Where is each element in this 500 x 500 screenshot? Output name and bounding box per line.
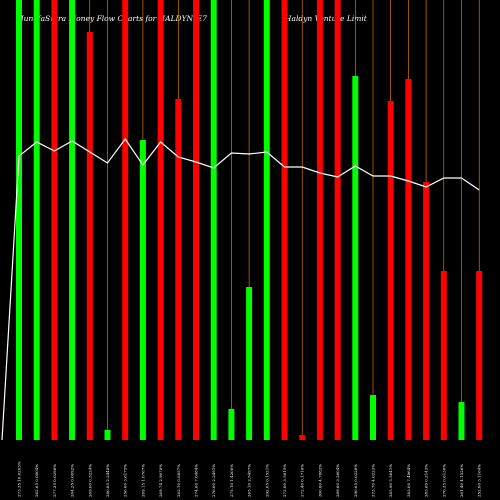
bar-23 <box>423 182 430 440</box>
x-label-25: 261.40 4.1526% <box>459 464 464 497</box>
bar-18 <box>334 0 341 440</box>
x-label-1: 262.65 0.0004% <box>34 464 39 497</box>
x-label-23: 283.60 0.2143% <box>424 464 429 497</box>
bar-13 <box>246 287 253 440</box>
bar-11 <box>210 0 217 440</box>
x-label-10: 274.00 7.0484% <box>194 464 199 497</box>
x-label-8: 269.74 2.9078% <box>158 464 163 497</box>
bar-21 <box>387 101 394 440</box>
bars <box>16 0 483 440</box>
x-label-11: 276.00 2.2491% <box>211 464 216 497</box>
x-label-19: 290.65 0.0228% <box>353 464 358 497</box>
x-label-17: 300.00 4.7882% <box>317 464 322 497</box>
bar-1 <box>33 0 40 440</box>
x-label-20: 273.70 4.0223% <box>371 464 376 497</box>
bar-26 <box>476 271 483 440</box>
money-flow-polyline <box>1 137 480 441</box>
chart-title-right: (Haldyn Venture Limit <box>282 14 368 23</box>
chart-title-left: MunafaSutra Money Flow Charts for HALDYN… <box>15 14 207 23</box>
x-label-22: 283.00 7.4964% <box>406 464 411 497</box>
bar-25 <box>458 402 465 440</box>
bar-14 <box>263 0 270 440</box>
x-label-2: 277.35 0.0298% <box>52 464 57 497</box>
bar-17 <box>316 0 323 440</box>
bar-5 <box>104 430 111 440</box>
x-label-12: 275.10 1.4200% <box>229 464 234 497</box>
bar-4 <box>86 32 93 440</box>
x-label-7: 269.15 1.0767% <box>140 464 145 497</box>
x-label-5: 280.85 2.2448% <box>105 464 110 497</box>
bar-19 <box>352 76 359 440</box>
bar-12 <box>228 409 235 440</box>
bar-6 <box>122 0 129 440</box>
bar-16 <box>299 435 306 440</box>
x-label-0: 273.35 10.6205% <box>17 461 22 497</box>
x-label-15: 272.00 3.5815% <box>282 464 287 497</box>
bar-15 <box>281 0 288 440</box>
x-label-13: 265.10 2.5497% <box>247 464 252 497</box>
bar-8 <box>157 0 164 440</box>
bar-2 <box>51 0 58 440</box>
x-label-16: 272.40 0.1716% <box>300 464 305 497</box>
x-label-18: 289.60 3.2604% <box>335 464 340 497</box>
bar-22 <box>405 79 412 440</box>
x-label-6: 256.00 3.6175% <box>123 464 128 497</box>
bar-20 <box>370 395 376 440</box>
bar-9 <box>175 99 182 440</box>
bar-0 <box>16 0 22 440</box>
x-label-14: 292.05 0.1521% <box>264 464 269 497</box>
x-label-26: 252.00 3.1164% <box>477 464 482 497</box>
bar-3 <box>69 0 76 440</box>
x-label-21: 285.90 5.5641% <box>388 464 393 497</box>
bar-10 <box>193 0 199 440</box>
bar-7 <box>139 140 146 440</box>
x-label-4: 269.00 0.5224% <box>87 464 92 497</box>
x-label-24: 270.35 0.6130% <box>441 464 446 497</box>
x-label-9: 282.10 0.8857% <box>176 464 181 497</box>
bar-24 <box>440 271 447 440</box>
x-axis-labels: 273.35 10.6205% 262.65 0.0004% 277.35 0.02… <box>17 461 482 497</box>
money-flow-line <box>1 137 480 441</box>
x-label-3: 264.25 0.0092% <box>70 464 75 497</box>
